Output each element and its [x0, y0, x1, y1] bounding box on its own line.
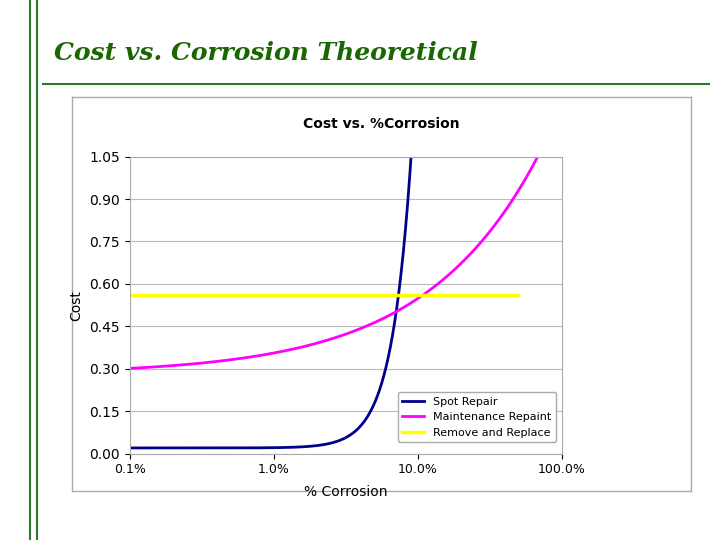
Spot Repair	[470, 139, 479, 146]
Maintenance Repaint	[125, 365, 134, 372]
Remove and Replace	[444, 292, 452, 299]
Spot Repair	[300, 443, 309, 450]
Maintenance Repaint	[470, 247, 479, 253]
Y-axis label: Cost: Cost	[70, 289, 84, 321]
Spot Repair	[557, 139, 566, 146]
Text: Cost vs. Corrosion Theoretical: Cost vs. Corrosion Theoretical	[54, 40, 478, 64]
Remove and Replace	[336, 292, 344, 299]
Maintenance Repaint	[169, 362, 178, 369]
Spot Repair	[169, 445, 178, 451]
Line: Spot Repair: Spot Repair	[130, 143, 562, 448]
Maintenance Repaint	[541, 139, 549, 146]
Maintenance Repaint	[422, 289, 431, 296]
Remove and Replace	[505, 292, 513, 299]
Spot Repair	[408, 139, 417, 146]
Line: Maintenance Repaint: Maintenance Repaint	[130, 143, 562, 368]
Remove and Replace	[310, 292, 318, 299]
Spot Repair	[423, 139, 431, 146]
Remove and Replace	[356, 292, 365, 299]
Maintenance Repaint	[557, 139, 566, 146]
Maintenance Repaint	[462, 255, 471, 261]
Spot Repair	[125, 445, 134, 451]
Spot Repair	[462, 139, 471, 146]
Spot Repair	[315, 442, 324, 448]
X-axis label: % Corrosion: % Corrosion	[304, 485, 387, 498]
Remove and Replace	[125, 292, 134, 299]
Text: Cost vs. %Corrosion: Cost vs. %Corrosion	[303, 117, 460, 131]
Remove and Replace	[312, 292, 321, 299]
Legend: Spot Repair, Maintenance Repaint, Remove and Replace: Spot Repair, Maintenance Repaint, Remove…	[397, 392, 556, 442]
Remove and Replace	[514, 292, 523, 299]
Maintenance Repaint	[315, 339, 324, 346]
Maintenance Repaint	[300, 343, 309, 350]
